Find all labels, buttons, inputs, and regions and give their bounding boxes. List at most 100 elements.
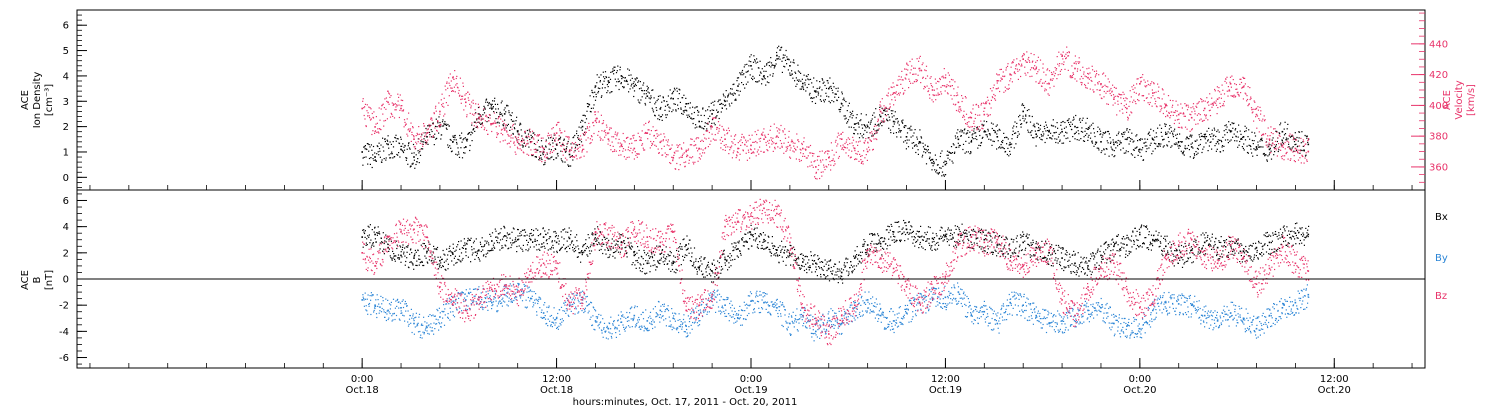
bx-sample (478, 258, 480, 260)
density-sample (813, 97, 815, 99)
velocity-sample (526, 153, 528, 155)
velocity-sample (1184, 103, 1186, 105)
velocity-sample (437, 121, 439, 123)
velocity-sample (626, 156, 628, 159)
density-sample (1213, 127, 1215, 129)
velocity-sample (1236, 92, 1238, 94)
density-sample (458, 156, 461, 158)
bx-sample (491, 247, 493, 249)
velocity-sample (1191, 111, 1193, 113)
velocity-sample (838, 134, 840, 136)
velocity-point (452, 76, 454, 79)
velocity-sample (650, 130, 652, 132)
velocity-sample (420, 133, 422, 135)
velocity-sample (561, 145, 563, 147)
density-sample (775, 59, 777, 61)
density-sample (1022, 115, 1024, 117)
velocity-sample (427, 128, 429, 130)
velocity-sample (1113, 86, 1115, 88)
bx-sample (506, 232, 508, 234)
bx-sample (502, 236, 505, 238)
density-sample (1203, 146, 1205, 148)
density-sample (1032, 125, 1034, 127)
velocity-sample (1063, 61, 1065, 63)
density-sample (550, 137, 552, 139)
density-sample (1120, 149, 1122, 151)
density-sample (578, 126, 580, 128)
density-sample (518, 143, 520, 145)
density-sample (861, 127, 864, 129)
velocity-sample (959, 106, 961, 108)
velocity-sample (803, 141, 805, 143)
density-sample (761, 78, 763, 80)
density-sample (1187, 144, 1190, 147)
bx-sample (531, 229, 533, 231)
density-point (607, 80, 610, 82)
velocity-point (633, 147, 636, 150)
density-sample (754, 60, 756, 62)
density-sample (965, 151, 968, 153)
density-sample (434, 125, 437, 127)
density-sample (1296, 136, 1298, 139)
velocity-sample (389, 96, 391, 98)
velocity-sample (1215, 104, 1218, 106)
velocity-sample (1265, 144, 1267, 146)
velocity-sample (1235, 95, 1237, 97)
density-sample (672, 109, 674, 111)
bx-sample (383, 248, 385, 250)
density-point (1087, 128, 1089, 130)
density-sample (420, 140, 422, 142)
bx-sample (433, 260, 435, 262)
bx-sample (446, 248, 448, 250)
velocity-sample (1006, 88, 1008, 90)
density-point (1281, 130, 1284, 133)
velocity-sample (1093, 70, 1096, 72)
velocity-sample (685, 161, 687, 163)
bx-point (1126, 244, 1128, 246)
velocity-sample (1140, 80, 1142, 82)
density-sample (1059, 139, 1061, 141)
velocity-sample (984, 103, 986, 105)
density-sample (643, 93, 645, 95)
density-sample (639, 81, 641, 83)
velocity-sample (953, 88, 955, 90)
density-sample (1243, 149, 1245, 151)
bx-sample (516, 251, 518, 253)
density-sample (1196, 153, 1198, 156)
density-sample (577, 135, 579, 137)
bx-sample (587, 234, 589, 236)
density-point (711, 113, 713, 115)
density-sample (499, 113, 501, 115)
density-sample (789, 74, 791, 76)
velocity-sample (1108, 90, 1110, 92)
velocity-sample (883, 105, 885, 107)
density-sample (452, 136, 454, 138)
velocity-sample (763, 151, 765, 153)
density-sample (1078, 119, 1081, 121)
bx-point (711, 270, 713, 272)
density-sample (1212, 138, 1214, 140)
velocity-sample (1129, 90, 1131, 92)
velocity-sample (1170, 115, 1172, 117)
density-sample (606, 92, 608, 94)
density-sample (735, 99, 737, 101)
density-sample (564, 161, 566, 163)
density-sample (894, 111, 896, 113)
bx-sample (529, 233, 531, 235)
velocity-sample (1266, 138, 1268, 140)
density-sample (630, 85, 632, 87)
density-sample (952, 143, 954, 145)
density-sample (915, 144, 917, 146)
velocity-sample (482, 125, 484, 127)
density-sample (830, 85, 832, 87)
density-sample (1253, 148, 1255, 150)
velocity-sample (852, 145, 854, 147)
density-sample (391, 151, 393, 153)
density-sample (597, 87, 599, 89)
density-sample (1230, 139, 1232, 141)
velocity-sample (1284, 148, 1286, 150)
density-sample (660, 106, 662, 109)
density-sample (736, 89, 738, 91)
velocity-sample (828, 156, 830, 158)
density-sample (787, 69, 789, 71)
